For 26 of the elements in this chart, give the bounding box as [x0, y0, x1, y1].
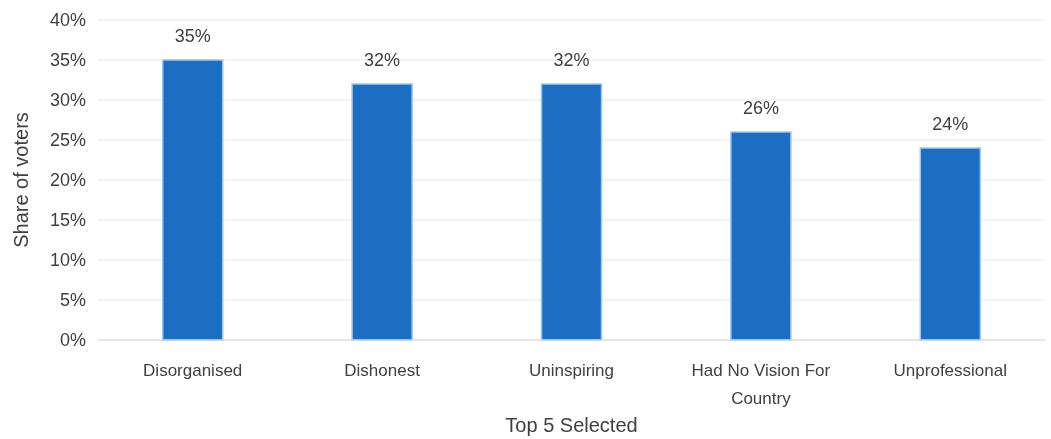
- bar: [161, 59, 224, 341]
- data-label: 32%: [364, 50, 401, 70]
- x-tick-label: Unprofessional: [893, 361, 1007, 380]
- x-tick-label: Dishonest: [344, 361, 421, 380]
- y-axis-title: Share of voters: [10, 112, 32, 248]
- x-tick-label: Had No Vision For Country: [691, 361, 831, 408]
- y-tick-label: 35%: [49, 50, 86, 71]
- data-label: 24%: [932, 114, 969, 134]
- x-axis-title: Top 5 Selected: [505, 414, 638, 436]
- y-tick-label: 10%: [49, 250, 86, 271]
- bar: [730, 131, 792, 341]
- y-tick-label: 30%: [49, 90, 86, 111]
- y-tick-label: 15%: [49, 210, 86, 231]
- data-label: 35%: [174, 26, 211, 46]
- y-tick-label: 0%: [59, 330, 86, 351]
- x-tick-label: Disorganised: [143, 361, 243, 380]
- data-label: 26%: [742, 98, 779, 118]
- y-tick-label: 5%: [59, 290, 86, 311]
- y-tick-label: 25%: [49, 130, 86, 151]
- y-tick-label: 20%: [49, 170, 86, 191]
- bar: [351, 83, 413, 341]
- y-tick-label: 40%: [49, 10, 86, 31]
- bar: [919, 147, 982, 341]
- bar: [540, 83, 603, 341]
- x-tick-label: Uninspiring: [528, 361, 615, 380]
- data-label: 32%: [553, 50, 590, 70]
